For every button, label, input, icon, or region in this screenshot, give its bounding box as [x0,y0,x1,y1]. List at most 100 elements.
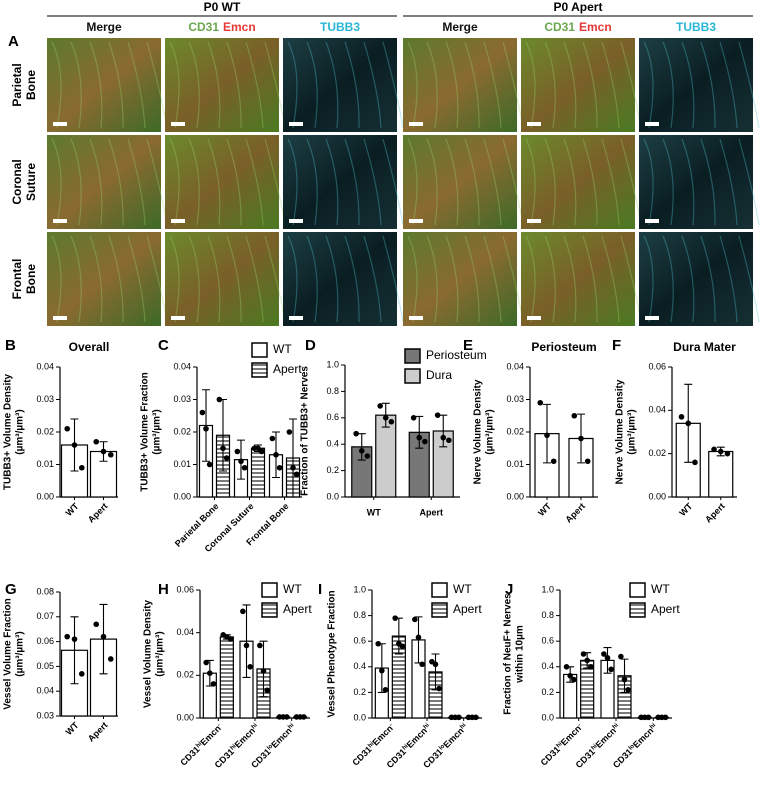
y-axis-label: Vessel Volume Fraction [3,598,14,710]
data-point [358,448,365,454]
data-point [685,420,692,427]
micrograph [403,135,517,229]
legend-swatch [261,602,278,618]
y-tick-label: 0.0 [541,712,554,722]
data-point [243,642,250,649]
vessel-texture [226,41,242,129]
x-tick-label-sup: hi [422,722,430,730]
legend-label: Apert [283,602,312,616]
vessel-texture [483,235,502,323]
vessel-texture [207,41,221,129]
data-point [412,616,418,623]
y-tick-label: 0.02 [648,448,666,458]
x-tick-label: Apert [86,501,110,525]
y-tick-label: 0.4 [541,661,554,671]
y-tick-label: 0.04 [648,405,666,415]
data-point [273,451,279,458]
vessel-texture [483,138,502,226]
data-point [711,446,717,453]
micrograph [165,135,279,229]
legend-label: Apert [453,602,482,616]
legend-swatch [431,602,448,618]
data-point [93,621,100,628]
scale-bar [409,122,423,126]
data-point [456,714,462,721]
data-point [64,425,71,432]
vessel-texture [207,235,221,323]
vessel-texture [287,138,298,226]
legend-label: WT [651,582,670,596]
panel-letter: H [158,581,169,598]
vessel-texture [738,138,760,226]
column-header: TUBB3 [676,20,716,34]
y-axis-label: TUBB3+ Volume Fraction [140,372,151,492]
data-point [436,685,442,692]
x-tick-label-sup: hi [250,722,258,730]
data-point [580,651,587,657]
vessel-texture [525,138,536,226]
data-point [567,672,573,679]
data-point [78,671,85,677]
row-label: Coronal [10,159,24,204]
x-tick-label-sup: hi [229,743,237,751]
data-point [247,664,253,670]
data-point [286,429,293,435]
vessel-texture [426,41,438,129]
panel-letter: I [318,581,322,598]
vessel-texture [127,138,146,226]
y-tick-label: 0.06 [176,584,194,594]
y-tick-label: 0.03 [36,394,54,404]
y-tick-label: 0.2 [353,687,366,697]
y-tick-label: 0.4 [326,439,339,449]
y-axis-label: (µm³/µm³) [15,631,26,676]
data-point [724,450,731,457]
micrograph [283,232,397,326]
x-tick-label: WT [367,507,381,517]
vessel-texture [407,235,418,323]
data-point [662,714,669,721]
data-point [382,415,389,421]
bar [708,450,734,498]
vessel-texture [344,41,360,129]
y-axis-label: Fraction of NeuF+ Nerves [503,593,514,715]
y-tick-label: 0.04 [506,361,524,371]
data-point [290,464,296,471]
vessel-texture [582,235,598,323]
y-tick-label: 0.0 [326,491,339,501]
x-tick-label: Apert [563,501,587,525]
y-tick-label: 0.01 [506,459,524,469]
data-point [578,435,584,442]
vessel-texture [51,138,62,226]
scale-bar [171,219,185,223]
column-header: CD31 Emcn [188,20,255,34]
panel-letter: A [8,33,19,50]
error-bar [357,433,366,461]
y-tick-label: 0.6 [326,412,339,422]
y-tick-label: 0.8 [541,610,554,620]
data-point [399,643,406,650]
vessel-texture [719,235,738,323]
data-point [223,455,230,461]
micrograph [403,38,517,132]
column-header-part: Emcn [579,20,612,34]
scale-bar [527,122,541,126]
y-tick-label: 0.4 [353,661,366,671]
vessel-texture [89,41,103,129]
vessel-texture [445,41,459,129]
y-tick-label: 0.04 [36,361,54,371]
panel-letter: F [612,337,621,354]
y-axis-label: Fraction of TUBB3+ Nerves [300,366,311,496]
vessel-texture [245,235,264,323]
micrograph [521,232,635,326]
panel-letter: D [305,337,316,354]
vessel-texture [719,138,738,226]
legend-label: WT [273,342,292,356]
data-point [473,714,479,721]
y-tick-label: 0.03 [36,710,54,720]
y-tick-label: 0.04 [176,627,194,637]
vessel-texture [207,138,221,226]
y-tick-label: 0.07 [36,611,54,621]
legend-label: Apert [651,602,680,616]
vessel-texture [426,235,438,323]
scale-bar [409,316,423,320]
